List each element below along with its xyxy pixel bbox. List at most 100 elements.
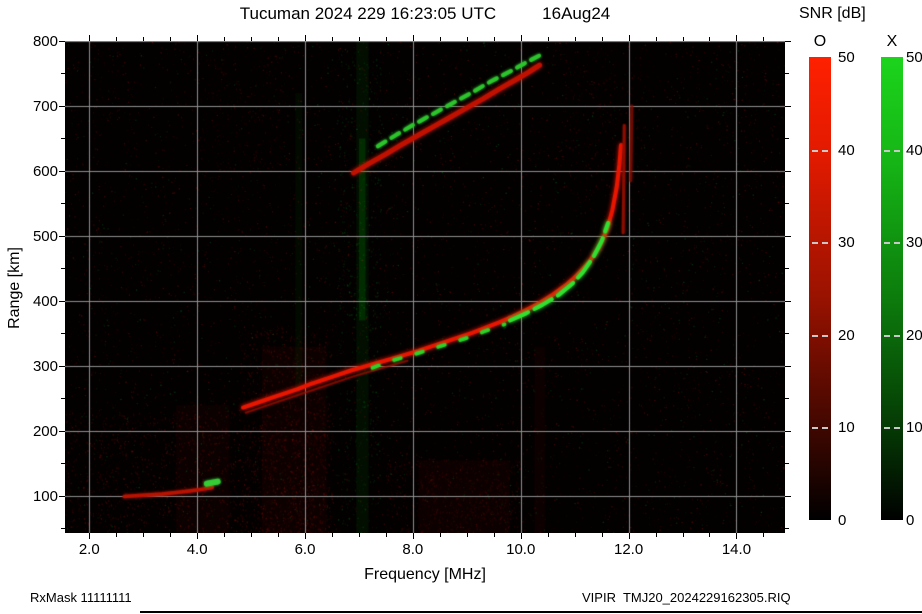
x-tick-mark [89,35,90,41]
colorbar-o-label: O [813,33,827,50]
y-tick-mark [59,106,65,107]
y-tick-mark [785,73,789,74]
x-tick-label: 4.0 [186,541,208,558]
y-tick-mark [785,171,791,172]
x-tick-mark [305,35,306,41]
colorbar-x-tick-label: 0 [906,512,915,529]
x-tick-mark [332,37,333,41]
colorbar-dash-mark [884,242,900,245]
title-row: Tucuman 2024 229 16:23:05 UTC 16Aug24 [65,4,785,24]
x-tick-mark [629,35,630,41]
x-tick-label: 14.0 [721,541,752,558]
y-tick-mark [61,203,65,204]
colorbar-dash-mark [884,149,900,152]
x-tick-label: 8.0 [402,541,424,558]
x-tick-mark [467,533,468,537]
x-tick-mark [359,533,360,537]
x-tick-mark [413,533,414,539]
y-tick-mark [59,496,65,497]
y-tick-label: 200 [32,422,58,440]
x-tick-mark [386,533,387,537]
x-tick-mark [763,533,764,537]
x-tick-mark [575,533,576,537]
colorbar-dash-mark [884,334,900,337]
x-tick-mark [521,533,522,539]
x-tick-label: 12.0 [613,541,644,558]
x-tick-mark [413,35,414,41]
y-tick-mark [785,333,789,334]
y-tick-label: 500 [32,227,58,245]
y-tick-mark [59,366,65,367]
x-tick-mark [170,37,171,41]
x-tick-mark [629,533,630,539]
x-tick-mark [116,37,117,41]
y-tick-label: 700 [32,97,58,115]
x-tick-mark [521,35,522,41]
x-tick-mark [709,37,710,41]
y-tick-mark [785,268,789,269]
colorbar-title: SNR [dB] [799,5,866,22]
x-tick-label: 10.0 [506,541,536,558]
y-tick-mark [61,73,65,74]
x-tick-mark [224,37,225,41]
x-tick-mark [683,533,684,537]
x-tick-mark [170,533,171,537]
x-tick-mark [359,37,360,41]
x-tick-mark [143,533,144,537]
y-axis-label: Range [km] [6,247,23,329]
x-tick-label: 6.0 [294,541,316,558]
y-tick-mark [785,431,791,432]
y-tick-mark [61,268,65,269]
colorbar-dash-mark [812,334,828,337]
x-tick-mark [251,37,252,41]
plot-area [65,41,785,533]
y-tick-label: 400 [32,292,58,310]
x-tick-mark [709,533,710,537]
colorbar-dash-mark [812,427,828,430]
x-tick-mark [197,533,198,539]
rxmask-text: RxMask 11111111 [30,590,132,605]
x-tick-mark [143,37,144,41]
y-tick-label: 600 [32,162,58,180]
x-tick-mark [602,533,603,537]
colorbar-o-tick-label: 10 [838,419,855,437]
y-tick-mark [61,333,65,334]
x-tick-mark [440,533,441,537]
colorbar-x-tick-label: 20 [906,326,922,344]
y-tick-label: 800 [32,33,58,50]
y-tick-label: 100 [32,487,58,505]
plot-title: Tucuman 2024 229 16:23:05 UTC [239,4,497,23]
filename-text: VIPIR TMJ20_2024229162305.RIQ [582,590,791,605]
x-tick-mark [575,37,576,41]
y-tick-mark [59,236,65,237]
y-tick-mark [785,138,789,139]
y-tick-mark [785,366,791,367]
y-tick-mark [785,398,789,399]
x-tick-mark [116,533,117,537]
x-tick-mark [305,533,306,539]
colorbar-x-label: X [886,33,898,50]
x-tick-mark [656,533,657,537]
y-tick-mark [59,431,65,432]
x-tick-mark [548,533,549,537]
x-tick-mark [224,533,225,537]
colorbar-o-tick-label: 20 [838,326,855,344]
y-tick-mark [785,528,789,529]
y-tick-label: 300 [32,357,58,375]
x-tick-mark [278,37,279,41]
x-tick-mark [386,37,387,41]
y-tick-mark [59,171,65,172]
x-tick-mark [440,37,441,41]
x-tick-mark [332,533,333,537]
y-tick-mark [59,41,65,42]
ionogram-canvas [65,41,785,533]
x-tick-mark [494,37,495,41]
y-tick-mark [785,236,791,237]
colorbar-o-tick-label: 40 [838,141,855,159]
colorbar-x-tick-label: 50 [906,49,922,66]
colorbar-dash-mark [884,427,900,430]
bottom-divider [140,611,922,613]
x-tick-mark [602,37,603,41]
x-tick-mark [278,533,279,537]
colorbar-x-gradient [881,57,903,520]
